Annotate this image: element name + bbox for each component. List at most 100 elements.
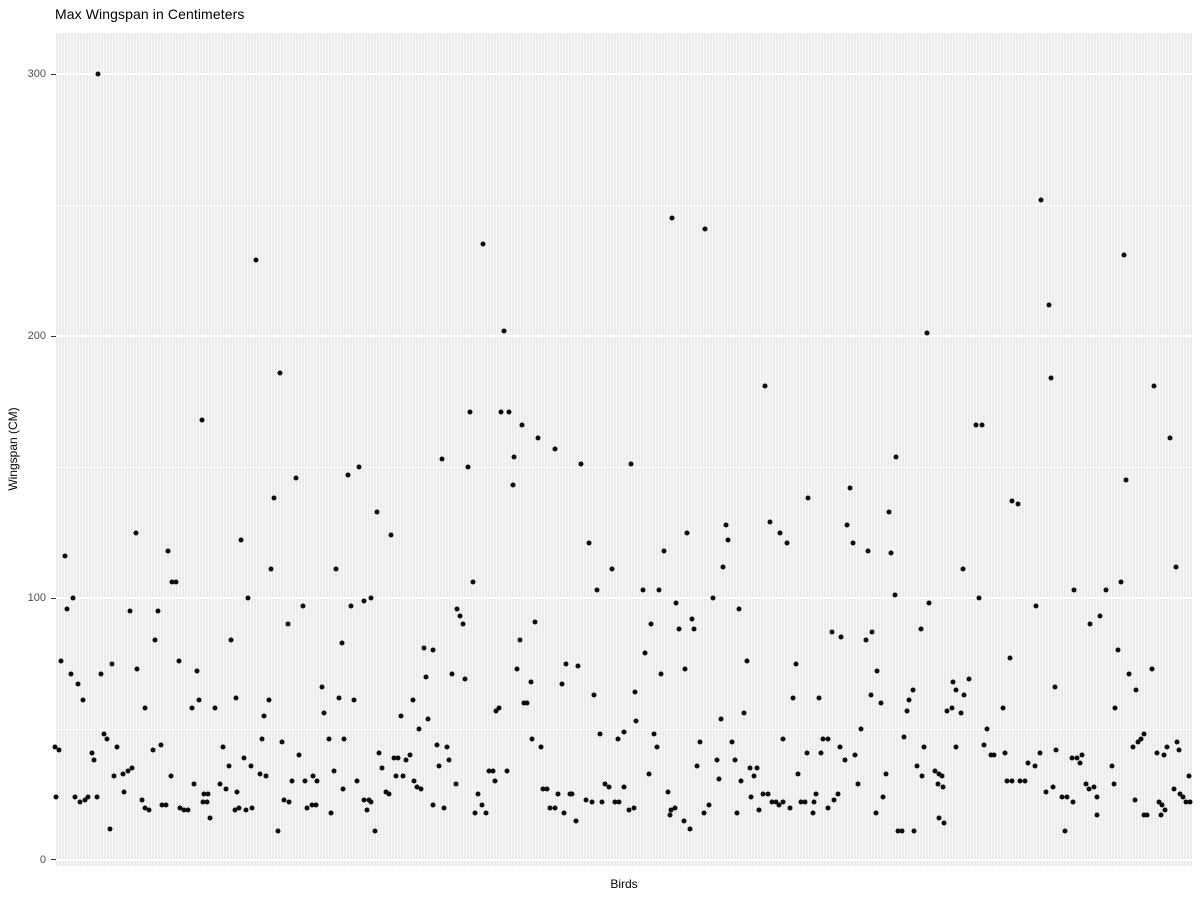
data-point (559, 681, 565, 687)
data-point (444, 744, 450, 750)
data-point (563, 661, 569, 666)
data-point (127, 608, 133, 614)
data-point (780, 736, 786, 742)
data-point (52, 744, 58, 750)
data-point (578, 461, 584, 467)
x-axis-title: Birds (610, 877, 638, 891)
data-point (139, 797, 145, 803)
data-point (661, 548, 667, 554)
data-point (361, 598, 367, 604)
data-point (736, 606, 742, 611)
data-point (1094, 812, 1100, 818)
gridline-major (56, 858, 1192, 861)
data-point (668, 807, 674, 813)
data-point (991, 752, 997, 758)
data-point (169, 579, 175, 585)
data-point (795, 771, 801, 777)
data-point (901, 734, 907, 740)
data-point (844, 522, 850, 528)
data-point (835, 791, 841, 797)
data-point (1017, 778, 1023, 784)
data-point (1009, 778, 1015, 784)
data-point (1025, 760, 1031, 766)
data-point (725, 537, 731, 543)
data-point (936, 815, 942, 821)
data-point (1050, 784, 1056, 790)
data-point (496, 705, 502, 711)
data-point (391, 755, 397, 761)
data-point (271, 495, 277, 501)
data-point (277, 370, 283, 376)
data-point (689, 616, 695, 622)
data-point (1144, 812, 1150, 818)
data-point (802, 799, 808, 805)
data-point (1043, 789, 1049, 795)
gridline-minor (56, 728, 1192, 730)
data-point (837, 744, 843, 750)
data-point (204, 799, 210, 805)
data-point (296, 752, 302, 758)
data-point (1052, 684, 1058, 690)
data-point (1009, 498, 1015, 504)
data-point (163, 802, 169, 808)
data-point (1046, 302, 1052, 308)
data-point (966, 676, 972, 682)
data-point (253, 257, 259, 263)
data-point (820, 736, 826, 742)
data-point (328, 810, 334, 816)
data-point (416, 726, 422, 732)
data-point (492, 778, 498, 784)
data-point (958, 710, 964, 716)
data-point (1151, 383, 1157, 389)
data-point (1154, 750, 1160, 756)
data-point (769, 799, 775, 805)
data-point (333, 566, 339, 572)
data-point (1087, 621, 1093, 627)
data-point (710, 595, 716, 601)
data-point (234, 789, 240, 795)
data-point (501, 328, 507, 334)
data-point (1037, 750, 1043, 756)
data-point (121, 789, 127, 795)
data-point (1177, 791, 1183, 797)
data-point (865, 548, 871, 554)
data-point (129, 765, 135, 771)
data-point (1180, 794, 1186, 800)
data-point (199, 417, 205, 423)
data-point (939, 773, 945, 779)
data-point (241, 755, 247, 761)
data-point (1111, 781, 1117, 787)
data-point (393, 773, 399, 779)
data-point (1186, 773, 1192, 779)
data-point (304, 805, 310, 811)
data-point (125, 768, 131, 774)
data-point (519, 422, 525, 428)
data-point (403, 757, 409, 763)
data-point (233, 695, 239, 701)
data-point (449, 671, 455, 677)
data-point (842, 757, 848, 763)
data-point (706, 802, 712, 808)
data-point (177, 805, 183, 811)
data-point (935, 781, 941, 787)
data-point (341, 736, 347, 742)
data-point (185, 807, 191, 813)
data-point (784, 540, 790, 546)
data-point (226, 763, 232, 769)
data-point (376, 750, 382, 756)
data-point (194, 668, 200, 674)
data-point (640, 587, 646, 593)
data-point (960, 566, 966, 572)
data-point (767, 519, 773, 525)
data-point (388, 532, 394, 538)
data-point (1130, 744, 1136, 750)
data-point (446, 757, 452, 763)
y-tick-label: 300 (27, 68, 46, 81)
data-point (825, 805, 831, 811)
data-point (646, 771, 652, 777)
data-point (285, 621, 291, 627)
data-point (493, 708, 499, 714)
data-point (984, 726, 990, 732)
data-point (744, 658, 750, 664)
data-point (1183, 799, 1189, 805)
